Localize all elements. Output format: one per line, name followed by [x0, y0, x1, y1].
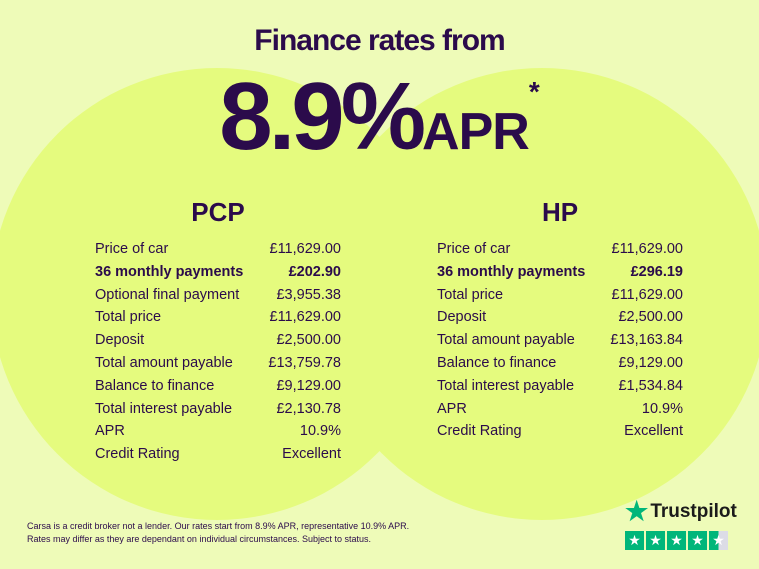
- rating-star-icon: ★: [625, 531, 644, 550]
- row-value: £11,629.00: [269, 241, 342, 257]
- row-value: 10.9%: [299, 423, 341, 440]
- row-value: £2,130.78: [276, 400, 341, 417]
- pcp-title: PCP: [191, 197, 245, 227]
- asterisk: *: [528, 76, 540, 107]
- row-label: APR: [437, 400, 467, 417]
- decorative-circle-right: [316, 68, 759, 520]
- row-label: Price of car: [95, 241, 169, 257]
- table-row: 36 monthly payments £202.90: [95, 261, 341, 284]
- table-row: Total amount payable £13,759.78: [95, 352, 341, 375]
- row-value: £2,500.00: [618, 309, 683, 326]
- row-value: £13,163.84: [610, 332, 683, 349]
- star-icon: ★: [625, 496, 649, 526]
- row-value: £11,629.00: [611, 241, 684, 257]
- row-label: Balance to finance: [437, 354, 557, 371]
- table-row: Optional final payment £3,955.38: [95, 284, 341, 307]
- table-row: Total price £11,629.00: [437, 284, 683, 307]
- table-row: Balance to finance £9,129.00: [437, 352, 683, 375]
- disclaimer-line: Rates may differ as they are dependant o…: [27, 534, 372, 544]
- hp-title: HP: [541, 197, 579, 227]
- row-value: Excellent: [282, 446, 341, 463]
- row-value: £9,129.00: [618, 354, 683, 371]
- rate-value: 8.9%: [219, 63, 426, 170]
- headline-rate: 8.9%APR*: [0, 62, 759, 172]
- table-row: Price of car £11,629.00: [437, 238, 683, 261]
- row-label: Deposit: [95, 332, 145, 349]
- rating-star-icon: ★: [667, 531, 686, 550]
- table-row: Deposit £2,500.00: [437, 306, 683, 329]
- row-label: Balance to finance: [95, 377, 215, 394]
- row-label: Total interest payable: [437, 377, 575, 394]
- table-row: Total interest payable £1,534.84: [437, 375, 683, 398]
- row-value: £296.19: [630, 263, 683, 280]
- disclaimer-line: Carsa is a credit broker not a lender. O…: [27, 521, 410, 531]
- table-row: Deposit £2,500.00: [95, 329, 341, 352]
- row-value: £9,129.00: [276, 377, 341, 394]
- row-label: 36 monthly payments: [95, 263, 244, 280]
- table-row: Total interest payable £2,130.78: [95, 398, 341, 421]
- row-label: Total interest payable: [95, 400, 233, 417]
- row-label: APR: [95, 423, 125, 440]
- headline: Finance rates from: [254, 24, 505, 57]
- row-value: £1,534.84: [618, 377, 683, 394]
- row-label: Total price: [95, 309, 162, 326]
- hp-table: HP Price of car £11,629.00 36 monthly paym…: [437, 197, 683, 443]
- rating-star-icon: ★: [646, 531, 665, 550]
- table-row: APR 10.9%: [437, 398, 683, 421]
- table-row: 36 monthly payments £296.19: [437, 261, 683, 284]
- row-label: 36 monthly payments: [437, 263, 586, 280]
- table-row: Credit Rating Excellent: [95, 443, 341, 466]
- row-value: £11,629.00: [611, 286, 684, 303]
- table-row: APR 10.9%: [95, 420, 341, 443]
- row-value: £13,759.78: [268, 354, 341, 371]
- row-value: £11,629.00: [269, 309, 342, 326]
- row-label: Credit Rating: [95, 446, 180, 463]
- trustpilot-rating: ★ ★ ★ ★ ★: [625, 531, 737, 550]
- row-value: Excellent: [624, 423, 683, 440]
- row-value: 10.9%: [641, 400, 683, 417]
- pcp-table: PCP Price of car £11,629.00 36 monthly pay…: [95, 197, 341, 466]
- rating-star-icon: ★: [688, 531, 707, 550]
- row-label: Total price: [437, 286, 504, 303]
- rate-suffix: APR: [422, 103, 530, 161]
- table-row: Total amount payable £13,163.84: [437, 329, 683, 352]
- table-row: Total price £11,629.00: [95, 306, 341, 329]
- rating-half-star-icon: ★: [709, 531, 728, 550]
- row-value: £3,955.38: [276, 286, 341, 303]
- trustpilot-name: Trustpilot: [650, 500, 737, 522]
- row-value: £202.90: [288, 263, 341, 280]
- table-row: Price of car £11,629.00: [95, 238, 341, 261]
- trustpilot-badge: ★ Trustpilot ★ ★ ★ ★ ★: [625, 496, 737, 550]
- row-label: Optional final payment: [95, 286, 240, 303]
- table-row: Credit Rating Excellent: [437, 420, 683, 443]
- disclaimer: Carsa is a credit broker not a lender. O…: [27, 520, 409, 546]
- row-value: £2,500.00: [276, 332, 341, 349]
- row-label: Deposit: [437, 309, 487, 326]
- table-row: Balance to finance £9,129.00: [95, 375, 341, 398]
- row-label: Price of car: [437, 241, 511, 257]
- row-label: Total amount payable: [95, 354, 233, 371]
- row-label: Credit Rating: [437, 423, 522, 440]
- row-label: Total amount payable: [437, 332, 575, 349]
